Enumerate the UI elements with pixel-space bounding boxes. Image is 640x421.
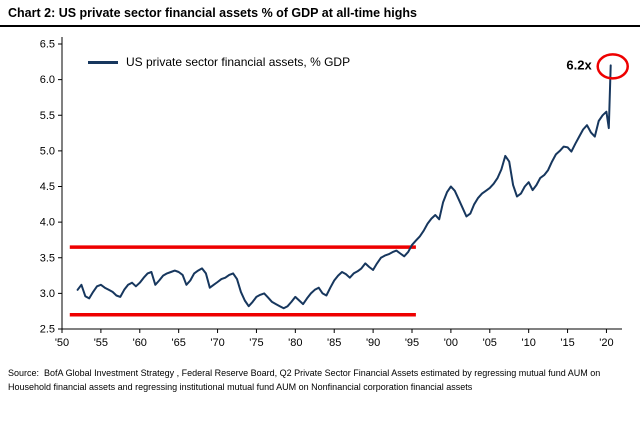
y-tick-label: 5.5 xyxy=(40,110,55,122)
y-tick-label: 6.0 xyxy=(40,74,55,86)
highlight-circle xyxy=(596,53,629,80)
y-tick-label: 3.5 xyxy=(40,252,55,264)
x-tick-label: '75 xyxy=(249,337,263,349)
y-tick-label: 4.0 xyxy=(40,217,55,229)
x-tick-label: '05 xyxy=(483,337,497,349)
page-title: Chart 2: US private sector financial ass… xyxy=(0,0,640,27)
source-note: Source: BofA Global Investment Strategy … xyxy=(0,359,640,395)
y-tick-label: 5.0 xyxy=(40,145,55,157)
y-tick-label: 2.5 xyxy=(40,324,55,336)
x-tick-label: '00 xyxy=(444,337,458,349)
x-tick-label: '85 xyxy=(327,337,341,349)
x-tick-label: '15 xyxy=(560,337,574,349)
chart-legend: US private sector financial assets, % GD… xyxy=(88,55,350,69)
x-tick-label: '20 xyxy=(599,337,613,349)
y-tick-label: 6.5 xyxy=(40,39,55,51)
series-line xyxy=(76,64,612,310)
x-tick-label: '65 xyxy=(171,337,185,349)
x-tick-label: '95 xyxy=(405,337,419,349)
chart-area: 2.5 3.0 3.5 4.0 4.5 5.0 5.5 6.0 6.5 '50 '55 '60 '65 '… xyxy=(0,29,640,359)
y-tick-label: 4.5 xyxy=(40,181,55,193)
source-prefix: Source: xyxy=(8,368,40,378)
x-tick-label: '80 xyxy=(288,337,302,349)
source-text: BofA Global Investment Strategy , Federa… xyxy=(8,368,601,392)
annotation-label: 6.2x xyxy=(566,57,592,72)
y-tick-label: 3.0 xyxy=(40,288,55,300)
chart-page: Chart 2: US private sector financial ass… xyxy=(0,0,640,395)
x-tick-label: '50 xyxy=(55,337,69,349)
x-tick-label: '55 xyxy=(94,337,108,349)
legend-line-sample xyxy=(88,60,118,64)
x-tick-label: '10 xyxy=(521,337,535,349)
x-tick-label: '90 xyxy=(366,337,380,349)
chart-svg: 2.5 3.0 3.5 4.0 4.5 5.0 5.5 6.0 6.5 '50 '55 '60 '65 '… xyxy=(40,37,629,349)
x-tick-label: '70 xyxy=(210,337,224,349)
x-tick-label: '60 xyxy=(133,337,147,349)
legend-label: US private sector financial assets, % GD… xyxy=(126,55,351,69)
